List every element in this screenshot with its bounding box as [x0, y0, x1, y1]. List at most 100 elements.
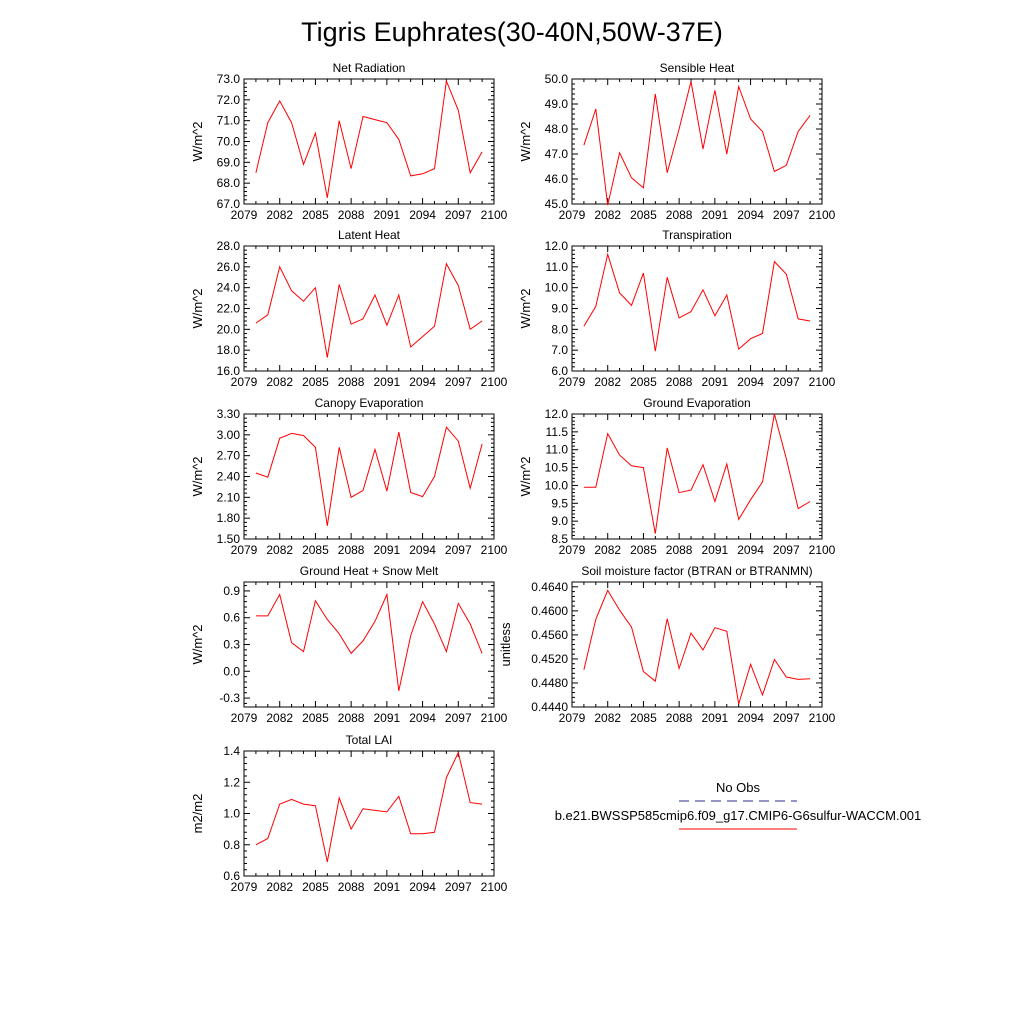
x-tick-label: 2085 [302, 711, 329, 725]
x-tick-label: 2097 [445, 375, 472, 389]
x-tick-label: 2085 [630, 208, 657, 222]
y-tick-label: 2.40 [217, 470, 241, 484]
y-tick-label: 70.0 [217, 135, 241, 149]
y-tick-label: 1.4 [223, 744, 240, 758]
x-tick-label: 2082 [266, 880, 293, 894]
y-tick-label: 12.0 [545, 239, 569, 253]
x-tick-label: 2100 [809, 711, 836, 725]
x-tick-label: 2079 [231, 375, 258, 389]
x-tick-label: 2079 [231, 711, 258, 725]
y-tick-label: 0.4480 [531, 676, 568, 690]
x-tick-label: 2079 [231, 543, 258, 557]
x-tick-label: 2088 [338, 375, 365, 389]
y-tick-label: 9.0 [551, 302, 568, 316]
x-tick-label: 2094 [409, 711, 436, 725]
x-tick-label: 2097 [445, 880, 472, 894]
panel-title: Soil moisture factor (BTRAN or BTRANMN) [581, 564, 812, 578]
plot-frame [243, 245, 495, 372]
y-tick-label: 11.5 [546, 425, 569, 439]
chart-transpiration: Transpiration 2079 2082 2085 2088 2091 2094 209… [518, 228, 836, 389]
chart-net-radiation: Net Radiation 2079 2082 2085 2088 2091 2094 209… [190, 61, 508, 222]
plot-frame [571, 413, 823, 540]
panel-title: Transpiration [662, 228, 732, 242]
x-tick-label: 2100 [809, 543, 836, 557]
x-tick-label: 2088 [338, 543, 365, 557]
x-tick-label: 2082 [594, 375, 621, 389]
chart-ground-heat-snow-melt: Ground Heat + Snow Melt 2079 2082 2085 2088 2… [190, 564, 508, 725]
y-axis-label: m2/m2 [190, 794, 205, 834]
x-tick-label: 2082 [594, 711, 621, 725]
x-tick-label: 2097 [445, 208, 472, 222]
x-tick-label: 2097 [773, 543, 800, 557]
y-tick-label: 3.30 [217, 407, 241, 421]
series-line [583, 413, 811, 534]
chart-soil-moisture-factor-btran-or-btranmn: Soil moisture factor (BTRAN or BTRANMN) 2… [498, 564, 836, 725]
series-line [255, 751, 483, 863]
series-line [255, 592, 483, 692]
chart-sensible-heat: Sensible Heat 2079 2082 2085 2088 2091 2094 209… [518, 61, 836, 222]
y-tick-label: 1.80 [217, 511, 241, 525]
x-tick-label: 2082 [266, 375, 293, 389]
x-tick-label: 2094 [737, 208, 764, 222]
x-tick-label: 2097 [773, 208, 800, 222]
y-tick-label: 2.10 [217, 490, 241, 504]
y-tick-label: 68.0 [217, 176, 241, 190]
y-axis-label: unitless [498, 622, 513, 667]
y-tick-label: 49.0 [545, 97, 569, 111]
chart-panels: Net Radiation 2079 2082 2085 2088 2091 2094 209… [190, 61, 836, 894]
legend: No Obs b.e21.BWSSP585cmip6.f09_g17.CMIP6… [555, 780, 922, 830]
y-tick-label: 0.9 [223, 584, 240, 598]
series-line [583, 589, 811, 705]
series-line [583, 81, 811, 206]
x-tick-label: 2085 [630, 375, 657, 389]
x-tick-label: 2094 [409, 543, 436, 557]
legend-label-no-obs: No Obs [716, 780, 761, 795]
legend-label-model-run: b.e21.BWSSP585cmip6.f09_g17.CMIP6-G6sulf… [555, 808, 922, 823]
x-tick-label: 2085 [630, 543, 657, 557]
x-tick-label: 2091 [374, 375, 401, 389]
x-tick-label: 2091 [374, 543, 401, 557]
plot-frame [571, 245, 823, 372]
plot-frame [243, 413, 495, 540]
series-line [255, 262, 483, 358]
x-tick-label: 2082 [594, 208, 621, 222]
y-tick-label: 0.6 [223, 869, 240, 883]
series-line [583, 252, 811, 352]
x-tick-label: 2082 [266, 543, 293, 557]
y-tick-label: 71.0 [217, 114, 241, 128]
x-tick-label: 2091 [702, 543, 729, 557]
x-tick-label: 2094 [409, 880, 436, 894]
y-tick-label: 11.0 [546, 443, 569, 457]
y-tick-label: 0.0 [223, 664, 240, 678]
y-tick-label: 72.0 [217, 93, 241, 107]
x-tick-label: 2088 [666, 711, 693, 725]
y-tick-label: 9.0 [551, 514, 568, 528]
x-tick-label: 2097 [773, 711, 800, 725]
y-tick-label: 6.0 [551, 364, 568, 378]
x-tick-label: 2082 [266, 208, 293, 222]
y-tick-label: 73.0 [217, 72, 241, 86]
y-axis-label: W/m^2 [518, 456, 533, 496]
plot-frame [243, 750, 495, 877]
panel-title: Sensible Heat [660, 61, 735, 75]
y-tick-label: 7.0 [551, 343, 568, 357]
x-tick-label: 2100 [481, 543, 508, 557]
x-tick-label: 2094 [409, 375, 436, 389]
y-tick-label: 2.70 [217, 449, 241, 463]
x-tick-label: 2091 [702, 711, 729, 725]
x-tick-label: 2085 [302, 880, 329, 894]
y-tick-label: 9.5 [551, 496, 568, 510]
x-tick-label: 2100 [481, 375, 508, 389]
y-tick-label: 67.0 [217, 197, 241, 211]
y-tick-label: 26.0 [217, 260, 241, 274]
x-tick-label: 2088 [666, 208, 693, 222]
series-line [255, 79, 483, 198]
y-tick-label: 3.00 [217, 428, 241, 442]
x-tick-label: 2082 [266, 711, 293, 725]
y-axis-label: W/m^2 [190, 288, 205, 328]
x-tick-label: 2100 [809, 208, 836, 222]
chart-ground-evaporation: Ground Evaporation 2079 2082 2085 2088 2091 20… [518, 396, 836, 557]
y-tick-label: 0.4640 [531, 580, 568, 594]
y-tick-label: 18.0 [217, 343, 241, 357]
y-axis-label: W/m^2 [518, 121, 533, 161]
